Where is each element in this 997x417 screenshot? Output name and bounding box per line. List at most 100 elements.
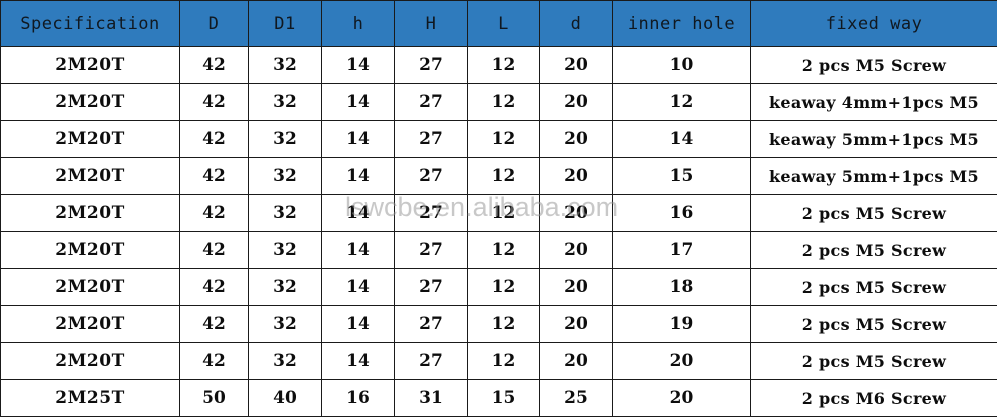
cell-d_low: 20 <box>540 84 613 121</box>
cell-specification: 2M20T <box>1 84 180 121</box>
column-header-fixed-way: fixed way <box>751 1 997 47</box>
cell-h: 14 <box>322 306 395 343</box>
cell-d_low: 20 <box>540 306 613 343</box>
cell-d: 42 <box>180 232 249 269</box>
cell-specification: 2M25T <box>1 380 180 417</box>
cell-h_cap: 27 <box>395 195 468 232</box>
cell-l: 12 <box>468 195 540 232</box>
cell-h: 14 <box>322 84 395 121</box>
cell-d_low: 20 <box>540 47 613 84</box>
cell-fixed_way: 2 pcs M5 Screw <box>751 306 997 343</box>
cell-d: 42 <box>180 84 249 121</box>
cell-fixed_way: keaway 4mm+1pcs M5 <box>751 84 997 121</box>
cell-h_cap: 27 <box>395 306 468 343</box>
cell-d1: 32 <box>249 84 322 121</box>
cell-inner_hole: 20 <box>613 343 751 380</box>
cell-h_cap: 27 <box>395 343 468 380</box>
cell-specification: 2M20T <box>1 47 180 84</box>
cell-specification: 2M20T <box>1 269 180 306</box>
cell-fixed_way: 2 pcs M5 Screw <box>751 47 997 84</box>
cell-specification: 2M20T <box>1 343 180 380</box>
cell-d: 42 <box>180 121 249 158</box>
cell-d_low: 20 <box>540 232 613 269</box>
cell-l: 12 <box>468 343 540 380</box>
cell-d: 42 <box>180 343 249 380</box>
cell-d: 42 <box>180 47 249 84</box>
cell-h: 14 <box>322 232 395 269</box>
cell-inner_hole: 17 <box>613 232 751 269</box>
cell-inner_hole: 16 <box>613 195 751 232</box>
cell-d_low: 20 <box>540 343 613 380</box>
cell-h: 14 <box>322 47 395 84</box>
cell-d1: 32 <box>249 121 322 158</box>
cell-h_cap: 27 <box>395 84 468 121</box>
cell-l: 12 <box>468 232 540 269</box>
cell-d_low: 20 <box>540 158 613 195</box>
cell-h_cap: 27 <box>395 269 468 306</box>
cell-d1: 40 <box>249 380 322 417</box>
cell-d1: 32 <box>249 306 322 343</box>
table-header-row: Specification D D1 h H L d inner hole fi… <box>1 1 997 47</box>
cell-d_low: 20 <box>540 195 613 232</box>
cell-inner_hole: 20 <box>613 380 751 417</box>
cell-d1: 32 <box>249 343 322 380</box>
cell-h: 14 <box>322 343 395 380</box>
specification-table-container: Specification D D1 h H L d inner hole fi… <box>0 0 997 407</box>
column-header-l: L <box>468 1 540 47</box>
cell-inner_hole: 18 <box>613 269 751 306</box>
cell-fixed_way: 2 pcs M6 Screw <box>751 380 997 417</box>
column-header-specification: Specification <box>1 1 180 47</box>
column-header-h: h <box>322 1 395 47</box>
cell-d_low: 20 <box>540 121 613 158</box>
cell-specification: 2M20T <box>1 306 180 343</box>
cell-inner_hole: 14 <box>613 121 751 158</box>
column-header-inner-hole: inner hole <box>613 1 751 47</box>
cell-fixed_way: keaway 5mm+1pcs M5 <box>751 121 997 158</box>
cell-fixed_way: 2 pcs M5 Screw <box>751 343 997 380</box>
cell-l: 12 <box>468 306 540 343</box>
cell-h: 16 <box>322 380 395 417</box>
cell-h_cap: 27 <box>395 121 468 158</box>
cell-l: 12 <box>468 269 540 306</box>
cell-l: 12 <box>468 47 540 84</box>
cell-specification: 2M20T <box>1 195 180 232</box>
cell-l: 12 <box>468 84 540 121</box>
cell-inner_hole: 10 <box>613 47 751 84</box>
cell-h: 14 <box>322 195 395 232</box>
cell-fixed_way: keaway 5mm+1pcs M5 <box>751 158 997 195</box>
cell-specification: 2M20T <box>1 121 180 158</box>
cell-fixed_way: 2 pcs M5 Screw <box>751 269 997 306</box>
cell-d_low: 20 <box>540 269 613 306</box>
column-header-d-low: d <box>540 1 613 47</box>
cell-h_cap: 31 <box>395 380 468 417</box>
column-header-d: D <box>180 1 249 47</box>
cell-d: 42 <box>180 195 249 232</box>
column-header-d1: D1 <box>249 1 322 47</box>
cell-h: 14 <box>322 158 395 195</box>
cell-d_low: 25 <box>540 380 613 417</box>
cell-d1: 32 <box>249 158 322 195</box>
cell-h_cap: 27 <box>395 232 468 269</box>
cell-l: 12 <box>468 121 540 158</box>
cell-d: 50 <box>180 380 249 417</box>
cell-d: 42 <box>180 269 249 306</box>
cell-h_cap: 27 <box>395 47 468 84</box>
cell-specification: 2M20T <box>1 158 180 195</box>
cell-l: 15 <box>468 380 540 417</box>
cell-d1: 32 <box>249 232 322 269</box>
cell-inner_hole: 19 <box>613 306 751 343</box>
cell-d1: 32 <box>249 195 322 232</box>
cell-d: 42 <box>180 306 249 343</box>
